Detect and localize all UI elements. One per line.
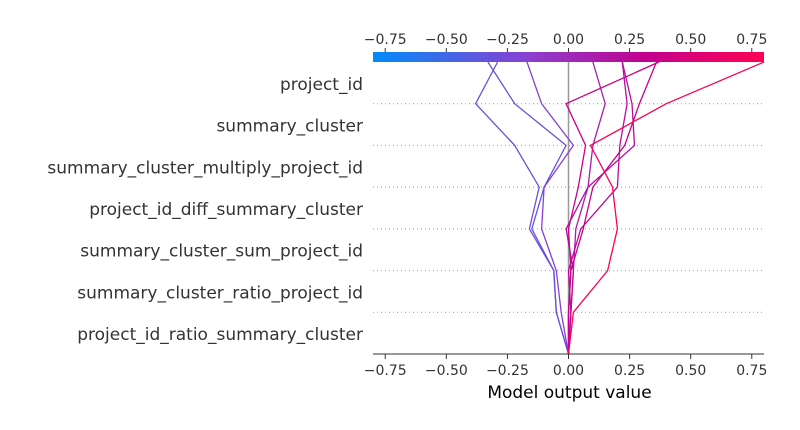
feature-label: project_id_diff_summary_cluster: [89, 200, 363, 220]
decision-path-line: [567, 61, 765, 355]
colorbar: [373, 52, 764, 62]
feature-label: summary_cluster_ratio_project_id: [77, 283, 363, 303]
feature-label: summary_cluster: [216, 117, 363, 137]
decision-path-line: [565, 61, 636, 355]
decision-paths: [474, 61, 765, 355]
bottom-axis: −0.75 −0.50 −0.25 0.00 0.25 0.50 0.75: [364, 353, 767, 379]
top-tick-label: −0.25: [486, 32, 529, 48]
decision-path-line: [567, 61, 658, 354]
decision-path-line: [567, 61, 628, 355]
decision-path-line: [474, 61, 570, 355]
colorbar-gradient: [373, 52, 764, 62]
top-tick-label: 0.25: [614, 32, 645, 48]
bottom-tick-label: 0.75: [736, 363, 767, 379]
bottom-tick-label: 0.50: [675, 363, 706, 379]
top-tick-label: 0.50: [675, 32, 706, 48]
top-tick-label: −0.50: [425, 32, 468, 48]
bottom-tick-label: 0.25: [614, 363, 645, 379]
bottom-tick-label: −0.50: [425, 363, 468, 379]
feature-label: summary_cluster_sum_project_id: [80, 242, 363, 262]
top-tick-label: 0.75: [736, 32, 767, 48]
x-axis-label: Model output value: [487, 383, 651, 403]
feature-labels: project_id summary_cluster summary_cluster…: [47, 75, 363, 345]
bottom-tick-label: −0.75: [364, 363, 407, 379]
bottom-tick-label: −0.25: [486, 363, 529, 379]
feature-label: summary_cluster_multiply_project_id: [47, 158, 363, 178]
decision-path-line: [526, 61, 575, 355]
feature-label: project_id: [280, 75, 363, 95]
feature-label: project_id_ratio_summary_cluster: [77, 325, 363, 345]
bottom-tick-label: 0.00: [553, 363, 584, 379]
decision-path-line: [565, 61, 660, 354]
top-tick-label: −0.75: [364, 32, 407, 48]
top-tick-label: 0.00: [553, 32, 584, 48]
top-axis: −0.75 −0.50 −0.25 0.00 0.25 0.50 0.75: [364, 32, 767, 52]
